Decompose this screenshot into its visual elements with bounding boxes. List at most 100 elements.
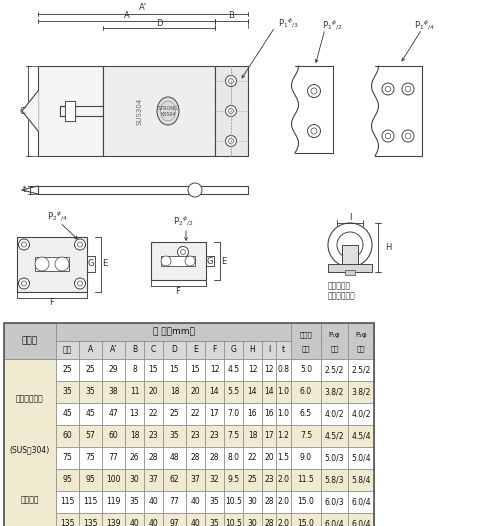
Bar [17,237,87,291]
Circle shape [22,242,26,247]
Bar [205,359,224,381]
Text: P₁φ: P₁φ [329,331,340,338]
Bar [186,469,205,491]
Text: E: E [221,257,226,266]
Text: P$_2$$^{\phi}$$_{/2}$: P$_2$$^{\phi}$$_{/2}$ [173,215,193,229]
Bar [56,403,79,425]
Text: 9.5: 9.5 [228,476,240,484]
Text: D: D [171,346,178,355]
Text: 10.5: 10.5 [225,520,242,526]
Text: 16: 16 [248,410,257,419]
Bar [163,491,186,513]
Bar [163,447,186,469]
Bar [151,242,205,280]
Bar [125,447,144,469]
Circle shape [19,278,29,289]
Circle shape [382,130,394,142]
Ellipse shape [157,97,179,125]
Text: 57: 57 [85,431,96,440]
Bar [205,425,224,447]
Bar [224,469,243,491]
Text: P$_1$$^{\phi}$$_{/3}$: P$_1$$^{\phi}$$_{/3}$ [278,17,299,31]
Bar [4,323,374,526]
Bar [186,447,205,469]
Text: 40: 40 [149,520,158,526]
Text: 寸 法（mm）: 寸 法（mm） [153,328,194,337]
Bar [205,381,224,403]
Text: F: F [212,346,216,355]
Bar [144,341,163,359]
Text: 30: 30 [130,476,139,484]
Bar [56,359,79,381]
Text: 11.5: 11.5 [298,476,314,484]
Bar [163,381,186,403]
Circle shape [337,232,363,258]
Bar [125,513,144,526]
Bar [276,381,291,403]
Text: 研磨仕上: 研磨仕上 [21,495,39,504]
Circle shape [19,239,29,250]
Text: G: G [206,257,213,266]
Bar [186,403,205,425]
Text: 100: 100 [106,476,121,484]
Bar [144,491,163,513]
Bar [321,323,348,359]
Text: A: A [124,11,130,19]
Text: 10.5: 10.5 [225,498,242,507]
Circle shape [228,78,233,84]
Bar [321,491,348,513]
Bar [102,403,125,425]
Text: I: I [349,214,351,222]
Polygon shape [22,91,38,131]
Bar [291,403,321,425]
Bar [348,323,374,359]
Text: ステンレス製: ステンレス製 [16,394,44,404]
Bar [262,491,276,513]
Circle shape [178,247,189,258]
Text: 35: 35 [130,498,139,507]
Bar [4,323,56,359]
Text: t: t [23,186,25,195]
Bar [291,381,321,403]
Bar [321,381,348,403]
Bar [79,403,102,425]
Text: 9.0: 9.0 [300,453,312,462]
Circle shape [55,257,69,271]
Text: 18: 18 [170,388,179,397]
Text: P$_1$$^{\phi}$$_{/4}$: P$_1$$^{\phi}$$_{/4}$ [414,19,435,33]
Text: 95: 95 [85,476,96,484]
Bar [291,469,321,491]
Bar [276,469,291,491]
Text: P$_2$$^{\phi}$$_{/4}$: P$_2$$^{\phi}$$_{/4}$ [47,209,67,224]
Bar [328,264,372,272]
Bar [186,513,205,526]
Text: 内径: 内径 [302,346,310,352]
Text: 1.2: 1.2 [277,431,289,440]
Text: 4.0/2: 4.0/2 [351,410,371,419]
Text: 6.0: 6.0 [300,388,312,397]
Bar [345,270,355,275]
Text: D: D [156,18,162,27]
Text: 35: 35 [210,498,219,507]
Bar [243,469,262,491]
Text: 60: 60 [62,431,72,440]
Text: 25: 25 [170,410,180,419]
Bar [144,469,163,491]
Bar [35,257,69,271]
Bar [125,359,144,381]
Text: 7.5: 7.5 [300,431,312,440]
Bar [348,447,374,469]
Text: 30: 30 [248,520,257,526]
Text: 6.0/3: 6.0/3 [324,498,344,507]
Circle shape [405,86,411,92]
Text: 15: 15 [191,366,200,375]
Bar [79,341,102,359]
Bar [56,469,79,491]
Text: 35: 35 [85,388,96,397]
Text: 23: 23 [210,431,219,440]
Bar [56,491,79,513]
Bar [144,425,163,447]
Text: 40: 40 [130,520,139,526]
Bar [224,403,243,425]
Bar [348,491,374,513]
